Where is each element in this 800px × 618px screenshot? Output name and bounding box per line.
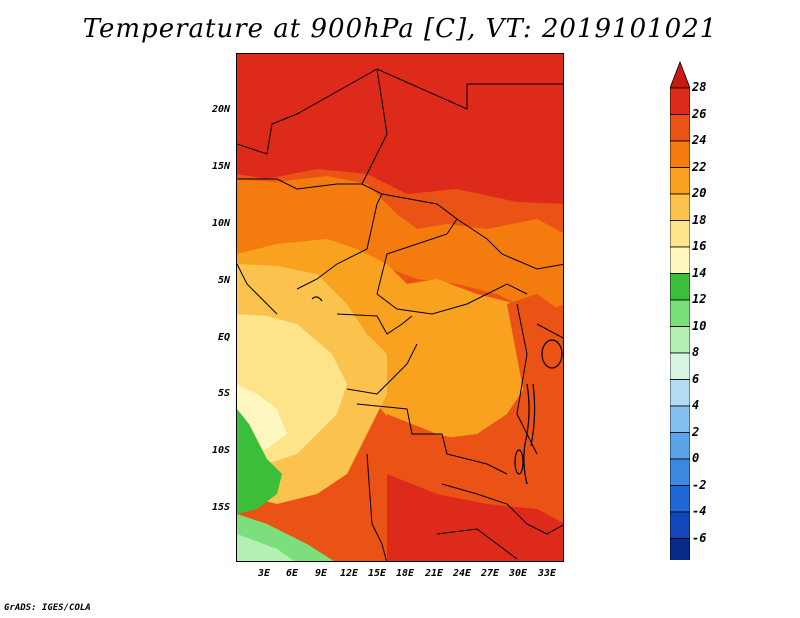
- field-24: [237, 176, 563, 314]
- colorbar-tick-label: -6: [692, 530, 707, 545]
- lon-label: 6E: [285, 568, 299, 579]
- lat-label: 10N: [211, 218, 230, 229]
- colorbar-tick-label: 16: [692, 239, 707, 253]
- colorbar-swatch: [670, 379, 690, 407]
- colorbar-tick-label: 2: [692, 424, 700, 439]
- lat-label: EQ: [217, 332, 230, 343]
- colorbar-swatch: [670, 432, 690, 460]
- colorbar-swatch: [670, 458, 690, 486]
- lon-label: 21E: [424, 568, 444, 579]
- lon-label: 27E: [480, 568, 500, 579]
- temperature-map: [236, 53, 564, 562]
- lat-label: 10S: [211, 445, 230, 456]
- colorbar-tick-label: -2: [692, 477, 707, 492]
- colorbar-swatch: [670, 352, 690, 380]
- lon-label: 18E: [395, 568, 415, 579]
- colorbar-swatch: [670, 538, 690, 560]
- lat-label: 20N: [211, 104, 230, 115]
- colorbar-swatch: [670, 405, 690, 433]
- colorbar-tick-label: 8: [692, 345, 700, 359]
- country-borders: [237, 68, 563, 561]
- colorbar-tick-label: 18: [692, 212, 707, 227]
- colorbar-swatch: [670, 140, 690, 168]
- colorbar-tick-label: 26: [692, 106, 707, 121]
- colorbar-tick-label: 0: [692, 451, 700, 465]
- colorbar-swatch: [670, 114, 690, 142]
- colorbar: [670, 60, 690, 560]
- colorbar-swatch: [670, 87, 690, 115]
- colorbar-tick-label: 14: [692, 265, 707, 280]
- lake-outlines: [311, 296, 563, 485]
- lat-label: 15N: [211, 161, 230, 172]
- colorbar-tick-label: 28: [692, 80, 707, 94]
- colorbar-swatch: [670, 299, 690, 327]
- lat-label: 15S: [211, 502, 230, 513]
- colorbar-tick-label: 10: [692, 318, 707, 333]
- colorbar-swatch: [670, 326, 690, 354]
- field-28-north: [237, 54, 563, 204]
- colorbar-swatch: [670, 193, 690, 221]
- lon-label: 33E: [537, 568, 557, 579]
- colorbar-swatch: [670, 511, 690, 539]
- colorbar-tick-label: 12: [692, 292, 707, 306]
- lat-label: 5S: [217, 388, 230, 399]
- colorbar-tick-label: 24: [692, 133, 707, 147]
- colorbar-tick-label: 22: [692, 159, 707, 174]
- field-10: [237, 534, 295, 561]
- colorbar-tick-label: 20: [692, 186, 707, 200]
- colorbar-swatch: [670, 246, 690, 274]
- colorbar-tick-label: 4: [692, 398, 700, 412]
- lon-label: 15E: [367, 568, 387, 579]
- field-26-east: [507, 294, 563, 454]
- colorbar-swatch: [670, 273, 690, 301]
- colorbar-tick-label: 6: [692, 371, 700, 386]
- colorbar-swatch: [670, 220, 690, 248]
- lon-label: 24E: [452, 568, 472, 579]
- temperature-field: [237, 54, 563, 561]
- field-28-south: [387, 474, 563, 561]
- colorbar-tick-label: -4: [692, 504, 707, 518]
- lon-label: 3E: [257, 568, 271, 579]
- colorbar-swatch: [670, 167, 690, 195]
- lat-label: 5N: [217, 275, 230, 286]
- colorbar-swatch: [670, 485, 690, 513]
- map-title: Temperature at 900hPa [C], VT: 201910102…: [82, 14, 718, 44]
- grads-credit: GrADS: IGES/COLA: [4, 603, 91, 613]
- colorbar-top-arrow: [670, 60, 690, 89]
- field-14: [237, 409, 282, 514]
- lon-label: 12E: [339, 568, 359, 579]
- lon-label: 9E: [314, 568, 328, 579]
- lon-label: 30E: [508, 568, 528, 579]
